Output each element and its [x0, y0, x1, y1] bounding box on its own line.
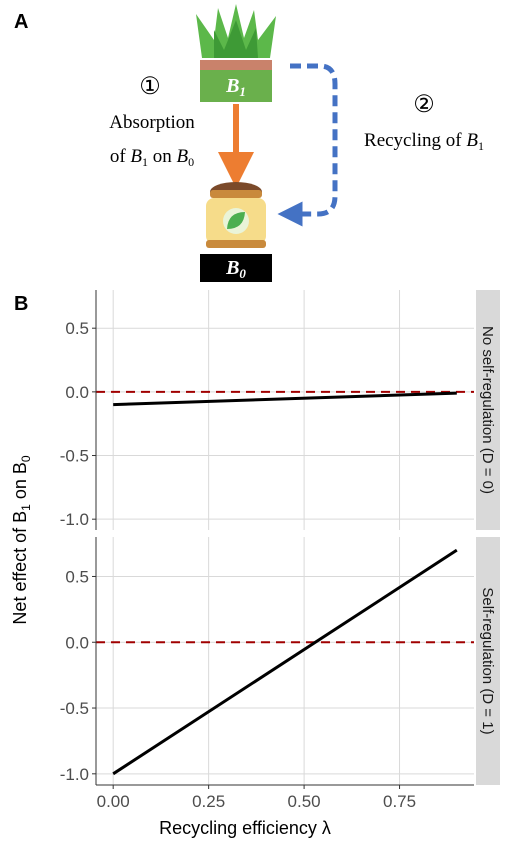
y-tick-label: -1.0 — [60, 510, 89, 529]
panel-background — [96, 290, 474, 530]
facet-strip — [476, 537, 500, 785]
b0-box — [200, 254, 272, 282]
facet-strip-label: Self-regulation (D = 1) — [479, 587, 496, 734]
x-tick-label: 0.50 — [288, 792, 321, 811]
plot-area: 0.5 0.0 -0.5 -1.0 No self-regulation (D = 0)… — [60, 290, 500, 811]
data-line — [113, 391, 457, 407]
x-tick-label: 0.00 — [97, 792, 130, 811]
recycling-label: Recycling of B1 — [364, 130, 484, 153]
b1-label: B1 — [225, 75, 246, 99]
jar-icon — [206, 182, 266, 248]
y-tick-label: 0.0 — [65, 383, 89, 402]
panel-label: B — [14, 293, 28, 315]
y-tick-label: 0.0 — [65, 633, 89, 652]
x-tick-label: 0.75 — [383, 792, 416, 811]
recycling-arrow — [277, 63, 338, 227]
facet-strip-label: No self-regulation (D = 0) — [479, 326, 496, 494]
y-tick-label: -0.5 — [60, 447, 89, 466]
y-axis-title: Net effect of B1 on B0 — [10, 455, 33, 624]
absorption-label: Absorption — [109, 112, 195, 133]
x-tick-label: 0.25 — [192, 792, 225, 811]
y-tick-label: -1.0 — [60, 765, 89, 784]
y-tick-label: 0.5 — [65, 319, 89, 338]
y-tick-label: -0.5 — [60, 699, 89, 718]
y-tick-label: 0.5 — [65, 567, 89, 586]
b0-label: B0 — [225, 257, 246, 281]
soil-strip — [200, 60, 272, 70]
facet-strip — [476, 290, 500, 530]
x-axis-title: Recycling efficiency λ — [159, 818, 331, 838]
data-line — [112, 548, 458, 776]
absorption-label: of B1 on B0 — [110, 146, 194, 169]
step-number: ② — [413, 92, 435, 118]
step-number: ① — [139, 74, 161, 100]
panel-label: A — [14, 11, 28, 33]
b1-box — [200, 70, 272, 102]
grass-icon — [196, 4, 276, 58]
